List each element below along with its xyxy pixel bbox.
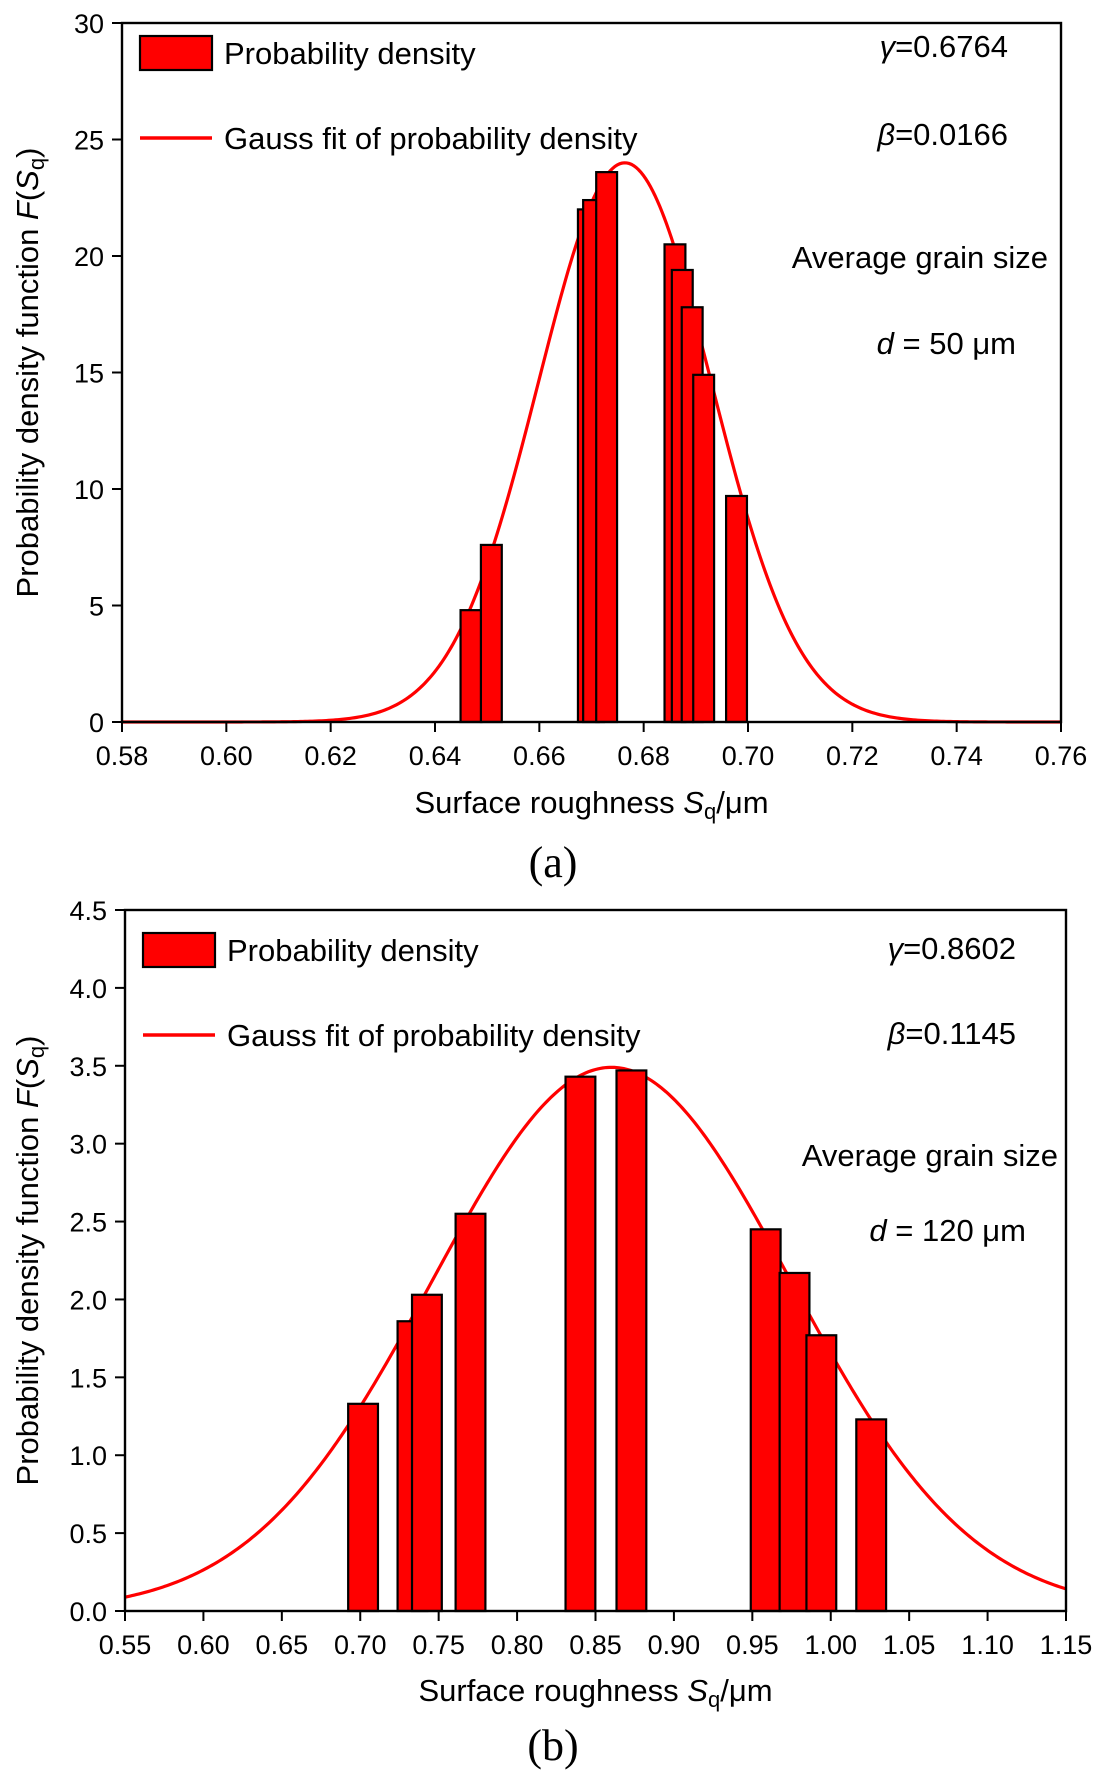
y-tick-label: 0 xyxy=(89,708,104,738)
histogram-bar xyxy=(855,1418,888,1613)
y-tick-label: 4.0 xyxy=(69,974,107,1004)
legend-bar-swatch xyxy=(141,931,217,969)
x-tick-label: 0.55 xyxy=(99,1630,152,1660)
grain-size-label: Average grain size xyxy=(792,240,1048,275)
y-axis-label: Probability density function F(Sq) xyxy=(10,1036,49,1486)
y-tick-label: 5 xyxy=(89,592,104,622)
x-tick-label: 0.65 xyxy=(256,1630,309,1660)
x-tick-label: 1.10 xyxy=(961,1630,1014,1660)
x-axis-label: Surface roughness Sq/μm xyxy=(414,785,768,824)
y-tick-label: 3.0 xyxy=(69,1130,107,1160)
histogram-bar xyxy=(347,1402,380,1613)
x-tick-label: 0.64 xyxy=(409,741,462,771)
grain-size-value: d = 120 μm xyxy=(869,1213,1026,1248)
y-tick-label: 20 xyxy=(74,242,104,272)
x-tick-label: 0.70 xyxy=(722,741,775,771)
y-tick-label: 2.0 xyxy=(69,1285,107,1315)
histogram-bar xyxy=(724,494,749,724)
histogram-bar xyxy=(410,1293,443,1613)
gauss-fit-line xyxy=(124,1065,1067,1599)
histogram-bar xyxy=(454,1212,487,1613)
y-tick-label: 3.5 xyxy=(69,1052,107,1082)
panel-caption: (b) xyxy=(527,1721,578,1770)
x-tick-label: 0.95 xyxy=(726,1630,779,1660)
x-tick-label: 0.72 xyxy=(826,741,879,771)
histogram-bar xyxy=(479,543,503,724)
y-tick-label: 2.5 xyxy=(69,1208,107,1238)
legend-label-bars: Probability density xyxy=(224,36,476,71)
x-axis-label: Surface roughness Sq/μm xyxy=(418,1673,772,1712)
y-tick-label: 1.0 xyxy=(69,1441,107,1471)
x-tick-label: 0.70 xyxy=(334,1630,387,1660)
legend-label-fit: Gauss fit of probability density xyxy=(224,121,638,156)
x-tick-label: 0.90 xyxy=(648,1630,701,1660)
histogram-bar xyxy=(749,1228,782,1613)
histogram-bar xyxy=(805,1334,838,1613)
y-tick-label: 1.5 xyxy=(69,1363,107,1393)
histogram-bar xyxy=(692,373,716,724)
x-tick-label: 0.76 xyxy=(1035,741,1088,771)
x-tick-label: 1.15 xyxy=(1040,1630,1093,1660)
x-tick-label: 0.80 xyxy=(491,1630,544,1660)
x-tick-label: 0.75 xyxy=(412,1630,465,1660)
legend-bar-swatch xyxy=(138,34,214,72)
grain-size-label: Average grain size xyxy=(802,1138,1058,1173)
y-tick-label: 10 xyxy=(74,475,104,505)
histogram-bar xyxy=(778,1271,811,1613)
legend-label-bars: Probability density xyxy=(227,933,479,968)
x-tick-label: 0.62 xyxy=(304,741,357,771)
chart-panel-b: 0.55 0.60 0.65 0.70 0.75 0.80 0.85 0.90 0.95 1.00… xyxy=(10,896,1092,1770)
histogram-bar xyxy=(595,171,619,724)
x-tick-label: 0.85 xyxy=(569,1630,622,1660)
beta-annotation: β=0.1145 xyxy=(887,1016,1016,1051)
y-tick-label: 4.5 xyxy=(69,896,107,926)
legend-label-fit: Gauss fit of probability density xyxy=(227,1018,641,1053)
chart-panel-a: 0.58 0.60 0.62 0.64 0.66 0.68 0.70 0.72 0.74 0.76… xyxy=(10,9,1087,887)
gamma-annotation: γ=0.6764 xyxy=(880,29,1008,64)
x-tick-label: 1.00 xyxy=(804,1630,857,1660)
y-tick-label: 0.5 xyxy=(69,1519,107,1549)
y-axis-label: Probability density function F(Sq) xyxy=(10,148,49,598)
y-tick-label: 0.0 xyxy=(69,1597,107,1627)
x-tick-label: 0.58 xyxy=(96,741,149,771)
grain-size-value: d = 50 μm xyxy=(877,326,1016,361)
histogram-bar xyxy=(615,1069,648,1613)
panel-caption: (a) xyxy=(529,838,578,887)
y-tick-label: 15 xyxy=(74,359,104,389)
gamma-annotation: γ=0.8602 xyxy=(888,931,1016,966)
y-tick-label: 25 xyxy=(74,126,104,156)
x-tick-label: 0.68 xyxy=(617,741,670,771)
histogram-bar xyxy=(459,609,483,724)
x-tick-label: 0.74 xyxy=(930,741,983,771)
x-tick-label: 0.60 xyxy=(200,741,253,771)
beta-annotation: β=0.0166 xyxy=(876,117,1008,152)
y-tick-label: 30 xyxy=(74,9,104,39)
x-tick-label: 0.66 xyxy=(513,741,566,771)
histogram-bar xyxy=(564,1075,597,1613)
x-tick-label: 0.60 xyxy=(177,1630,230,1660)
x-tick-label: 1.05 xyxy=(883,1630,936,1660)
